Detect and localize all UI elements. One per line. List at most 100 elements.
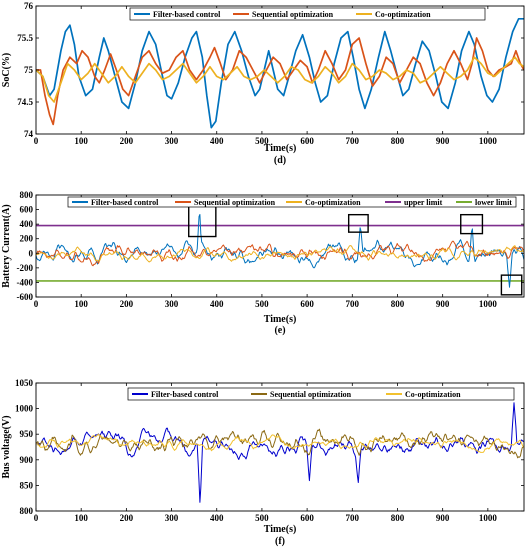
y-tick-label: 74 bbox=[24, 129, 34, 139]
x-tick-label: 900 bbox=[436, 136, 450, 146]
series-line-1 bbox=[36, 240, 524, 267]
legend-label-2: Co-optimization bbox=[405, 390, 461, 399]
highlight-box-2 bbox=[460, 213, 484, 235]
legend: Filter-based control Sequential optimizat… bbox=[127, 387, 515, 401]
series-line-0 bbox=[36, 402, 524, 503]
x-tick-label: 200 bbox=[120, 299, 134, 309]
x-tick-label: 300 bbox=[165, 299, 179, 309]
axes-frame bbox=[35, 5, 525, 135]
y-tick-label: 75 bbox=[24, 65, 34, 75]
chart-panel-0: 0 100 200 300 400 500 600 700 800 900 1000 74 74.5 75… bbox=[1, 1, 525, 166]
x-tick-label: 800 bbox=[391, 136, 405, 146]
x-tick-label: 1000 bbox=[479, 513, 498, 523]
x-tick-label: 400 bbox=[210, 513, 224, 523]
legend-label-1: Sequential optimization bbox=[252, 10, 334, 19]
y-tick-label: 600 bbox=[20, 205, 34, 215]
panel-caption: (d) bbox=[274, 155, 286, 166]
y-axis-label: Battery Current(A) bbox=[1, 204, 12, 287]
plot-area bbox=[36, 402, 524, 503]
highlight-box-0 bbox=[188, 203, 217, 238]
y-tick-label: 200 bbox=[20, 234, 34, 244]
series-line-2 bbox=[36, 433, 524, 453]
y-tick-label: 800 bbox=[20, 190, 34, 200]
x-tick-label: 800 bbox=[391, 513, 405, 523]
x-tick-label: 600 bbox=[300, 136, 314, 146]
panel-caption: (e) bbox=[274, 325, 285, 336]
plot-area bbox=[36, 17, 524, 129]
legend-label-4: lower limit bbox=[475, 198, 512, 207]
x-axis-label: Time(s) bbox=[264, 143, 297, 154]
plot-area bbox=[36, 214, 524, 288]
y-tick-label: 76 bbox=[24, 1, 34, 11]
x-tick-label: 300 bbox=[165, 513, 179, 523]
x-tick-label: 100 bbox=[74, 513, 88, 523]
y-tick-label: 800 bbox=[20, 506, 34, 516]
x-tick-label: 200 bbox=[120, 136, 134, 146]
y-tick-label: 0 bbox=[29, 248, 34, 258]
legend: Filter-based control Sequential optimizat… bbox=[129, 7, 486, 21]
y-tick-label: -600 bbox=[17, 292, 34, 302]
x-tick-label: 500 bbox=[255, 513, 269, 523]
x-tick-label: 700 bbox=[346, 136, 360, 146]
chart-panel-2: 0 100 200 300 400 500 600 700 800 900 1000 800 850 90… bbox=[1, 378, 525, 547]
x-tick-label: 0 bbox=[34, 513, 39, 523]
x-tick-label: 900 bbox=[436, 513, 450, 523]
legend-label-2: Co-optimization bbox=[305, 198, 361, 207]
highlight-box-3 bbox=[500, 274, 523, 296]
series-line-0 bbox=[36, 214, 524, 288]
legend-label-1: Sequential optimization bbox=[194, 198, 276, 207]
x-axis-label: Time(s) bbox=[264, 524, 297, 535]
legend-label-0: Filter-based control bbox=[91, 198, 159, 207]
x-tick-label: 400 bbox=[210, 299, 224, 309]
y-tick-label: 950 bbox=[20, 429, 34, 439]
chart-panel-1: 0 100 200 300 400 500 600 700 800 900 1000 -600 -400… bbox=[1, 190, 525, 336]
series-line-2 bbox=[36, 56, 524, 103]
y-tick-label: 1000 bbox=[15, 404, 34, 414]
x-tick-label: 100 bbox=[74, 136, 88, 146]
x-tick-label: 200 bbox=[120, 513, 134, 523]
x-tick-label: 400 bbox=[210, 136, 224, 146]
y-tick-label: 900 bbox=[20, 455, 34, 465]
x-tick-label: 1000 bbox=[479, 299, 498, 309]
y-tick-label: -200 bbox=[17, 263, 34, 273]
legend-label-3: upper limit bbox=[404, 198, 443, 207]
y-tick-label: 75.5 bbox=[17, 33, 33, 43]
series-line-1 bbox=[36, 428, 524, 459]
legend-box bbox=[129, 7, 486, 21]
x-tick-label: 300 bbox=[165, 136, 179, 146]
series-line-0 bbox=[36, 17, 524, 129]
legend-label-2: Co-optimization bbox=[375, 10, 431, 19]
x-tick-label: 500 bbox=[255, 136, 269, 146]
x-axis-label: Time(s) bbox=[264, 314, 297, 325]
x-tick-label: 700 bbox=[346, 513, 360, 523]
y-tick-label: 850 bbox=[20, 480, 34, 490]
x-tick-label: 0 bbox=[34, 299, 39, 309]
x-tick-label: 0 bbox=[34, 136, 39, 146]
x-tick-label: 800 bbox=[391, 299, 405, 309]
y-tick-label: 400 bbox=[20, 219, 34, 229]
legend-label-0: Filter-based control bbox=[151, 390, 219, 399]
x-tick-label: 500 bbox=[255, 299, 269, 309]
panel-caption: (f) bbox=[275, 536, 285, 547]
axes-frame bbox=[35, 382, 525, 512]
x-tick-label: 1000 bbox=[479, 136, 498, 146]
y-axis-label: Bus voltage(V) bbox=[1, 415, 12, 478]
legend-label-1: Sequential optimization bbox=[270, 390, 352, 399]
y-tick-label: 74.5 bbox=[17, 97, 33, 107]
legend: Filter-based control Sequential optimizat… bbox=[67, 196, 517, 208]
axes-frame bbox=[35, 194, 525, 298]
y-axis-label: SoC(%) bbox=[1, 53, 12, 87]
x-tick-label: 700 bbox=[346, 299, 360, 309]
x-tick-label: 600 bbox=[300, 299, 314, 309]
highlight-box-1 bbox=[347, 213, 369, 233]
series-line-2 bbox=[36, 245, 524, 263]
x-tick-label: 900 bbox=[436, 299, 450, 309]
x-tick-label: 600 bbox=[300, 513, 314, 523]
legend-box bbox=[127, 387, 515, 401]
x-tick-label: 100 bbox=[74, 299, 88, 309]
y-tick-label: -400 bbox=[17, 277, 34, 287]
y-tick-label: 1050 bbox=[15, 378, 34, 388]
series-line-1 bbox=[36, 37, 524, 126]
legend-label-0: Filter-based control bbox=[153, 10, 221, 19]
